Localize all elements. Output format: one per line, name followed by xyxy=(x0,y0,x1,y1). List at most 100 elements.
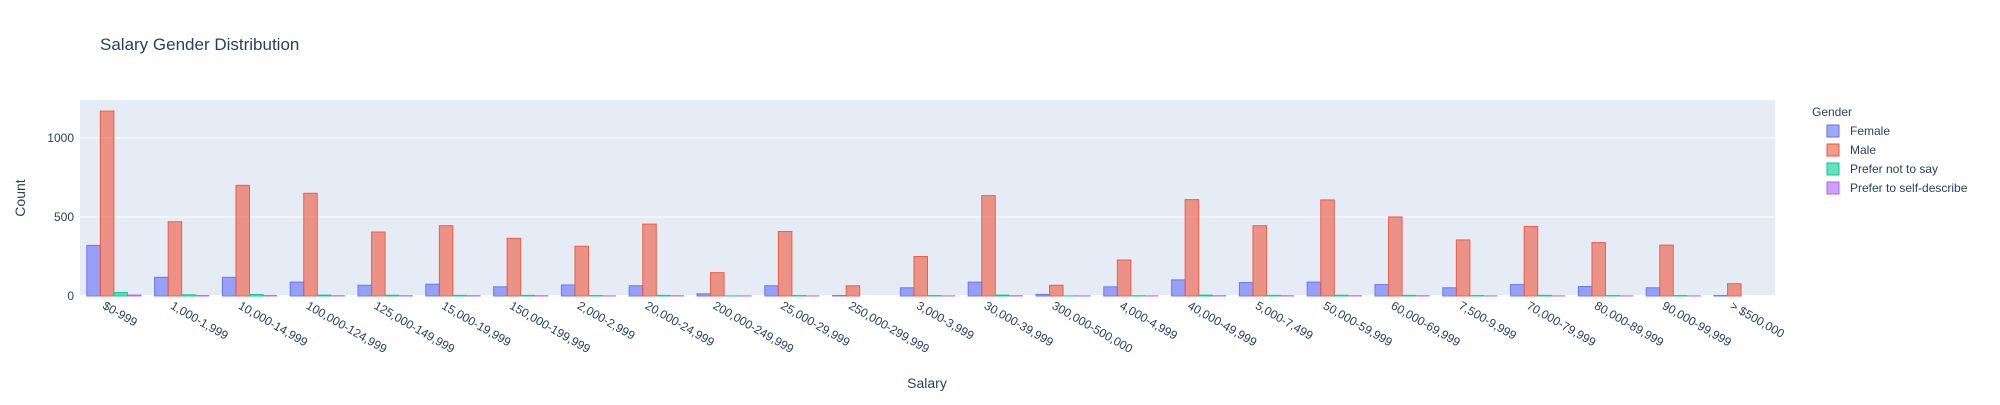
bar-prefer-not-to-say xyxy=(317,295,331,296)
x-tick-label: > $500,000 xyxy=(1728,298,1788,340)
bar-female xyxy=(697,294,711,296)
bar-male xyxy=(304,193,318,296)
x-axis-title: Salary xyxy=(907,375,947,391)
chart-title: Salary Gender Distribution xyxy=(100,35,299,54)
bar-male xyxy=(1389,217,1403,296)
legend-title: Gender xyxy=(1812,105,1852,119)
bar-female xyxy=(765,286,779,296)
bar-male xyxy=(439,226,453,296)
x-tick-label: 5,000-7,499 xyxy=(1253,298,1316,342)
x-tick-label: 2,000-2,999 xyxy=(575,298,638,342)
bar-prefer-not-to-say xyxy=(182,295,196,296)
x-tick-label: $0-999 xyxy=(100,298,140,329)
bar-prefer-not-to-say xyxy=(250,294,264,296)
bar-male xyxy=(236,185,250,296)
legend-item-label: Male xyxy=(1850,143,1876,157)
bar-male xyxy=(1253,226,1267,296)
legend-swatch xyxy=(1827,163,1839,175)
bar-male xyxy=(711,273,725,296)
legend-item-label: Prefer not to say xyxy=(1850,162,1938,176)
bar-female xyxy=(358,285,372,296)
bar-prefer-not-to-say xyxy=(1334,295,1348,296)
bar-female xyxy=(222,277,236,296)
bar-female xyxy=(1443,288,1457,296)
bar-prefer-not-to-say xyxy=(995,295,1009,296)
bar-female xyxy=(87,245,101,296)
bar-male xyxy=(1185,200,1199,296)
bar-female xyxy=(426,284,440,296)
bar-male xyxy=(778,232,792,296)
bar-male xyxy=(1660,245,1674,296)
bar-female xyxy=(1104,287,1118,296)
bar-male xyxy=(1728,284,1742,296)
bar-male xyxy=(507,238,521,296)
bar-female xyxy=(629,286,643,296)
bar-female xyxy=(1307,282,1321,296)
bar-female xyxy=(1511,285,1525,296)
bar-prefer-not-to-say xyxy=(521,295,535,296)
bar-prefer-not-to-say xyxy=(1199,295,1213,296)
bar-female xyxy=(1239,283,1253,296)
bar-male xyxy=(643,224,657,296)
legend-swatch xyxy=(1827,125,1839,137)
bar-male xyxy=(1524,226,1538,296)
x-tick-label: 7,500-9,999 xyxy=(1456,298,1519,342)
x-tick-label: 3,000-3,999 xyxy=(914,298,977,342)
x-tick-label: 1,000-1,999 xyxy=(168,298,231,342)
bar-male xyxy=(575,246,589,296)
bar-male xyxy=(168,222,182,296)
bar-prefer-not-to-say xyxy=(453,295,467,296)
x-tick-label: 80,000-89,999 xyxy=(1592,298,1666,349)
y-axis: 0 500 1000 xyxy=(47,131,74,303)
x-tick-label: 4,000-4,999 xyxy=(1117,298,1180,342)
bar-female xyxy=(1375,285,1389,296)
bar-prefer-not-to-say xyxy=(1538,295,1552,296)
bar-male xyxy=(372,232,386,296)
y-tick-label: 500 xyxy=(54,210,74,224)
bar-male xyxy=(846,286,860,296)
x-tick-label: 10,000-14,999 xyxy=(236,298,310,349)
bar-prefer-not-to-say xyxy=(114,293,128,296)
bar-female xyxy=(290,282,304,296)
y-axis-title: Count xyxy=(12,179,28,216)
bar-male xyxy=(982,196,996,296)
legend-item-label: Prefer to self-describe xyxy=(1850,181,1968,195)
bar-male xyxy=(1321,200,1335,296)
bar-male xyxy=(1456,240,1470,296)
bar-female xyxy=(900,288,914,296)
bar-female xyxy=(1578,287,1592,296)
x-tick-label: 60,000-69,999 xyxy=(1389,298,1463,349)
bar-prefer-to-self-describe xyxy=(127,295,141,296)
legend-item-label: Female xyxy=(1850,124,1890,138)
x-tick-label: 90,000-99,999 xyxy=(1660,298,1734,349)
bar-prefer-not-to-say xyxy=(656,295,670,296)
y-tick-label: 1000 xyxy=(47,131,74,145)
x-tick-label: 70,000-79,999 xyxy=(1524,298,1598,349)
x-tick-label: 40,000-49,999 xyxy=(1185,298,1259,349)
bar-female xyxy=(1172,280,1186,296)
bar-female xyxy=(155,277,169,296)
bar-male xyxy=(1050,285,1064,296)
x-tick-label: 50,000-59,999 xyxy=(1321,298,1395,349)
bar-female xyxy=(494,287,508,296)
bar-male xyxy=(1592,243,1606,296)
bar-prefer-not-to-say xyxy=(1402,295,1416,296)
bar-female xyxy=(1036,294,1050,296)
bar-male xyxy=(100,111,114,296)
x-tick-label: 30,000-39,999 xyxy=(982,298,1056,349)
legend: Gender Female Male Prefer not to say Prefer… xyxy=(1812,105,1968,195)
bar-female xyxy=(561,285,575,296)
y-tick-label: 0 xyxy=(67,289,74,303)
x-tick-label: 20,000-24,999 xyxy=(643,298,717,349)
legend-swatch xyxy=(1827,144,1839,156)
bar-male xyxy=(1117,260,1131,296)
bar-male xyxy=(914,256,928,296)
bar-prefer-not-to-say xyxy=(1267,295,1281,296)
legend-swatch xyxy=(1827,182,1839,194)
bar-female xyxy=(1646,288,1660,296)
bar-prefer-not-to-say xyxy=(385,295,399,296)
bar-female xyxy=(968,282,982,296)
